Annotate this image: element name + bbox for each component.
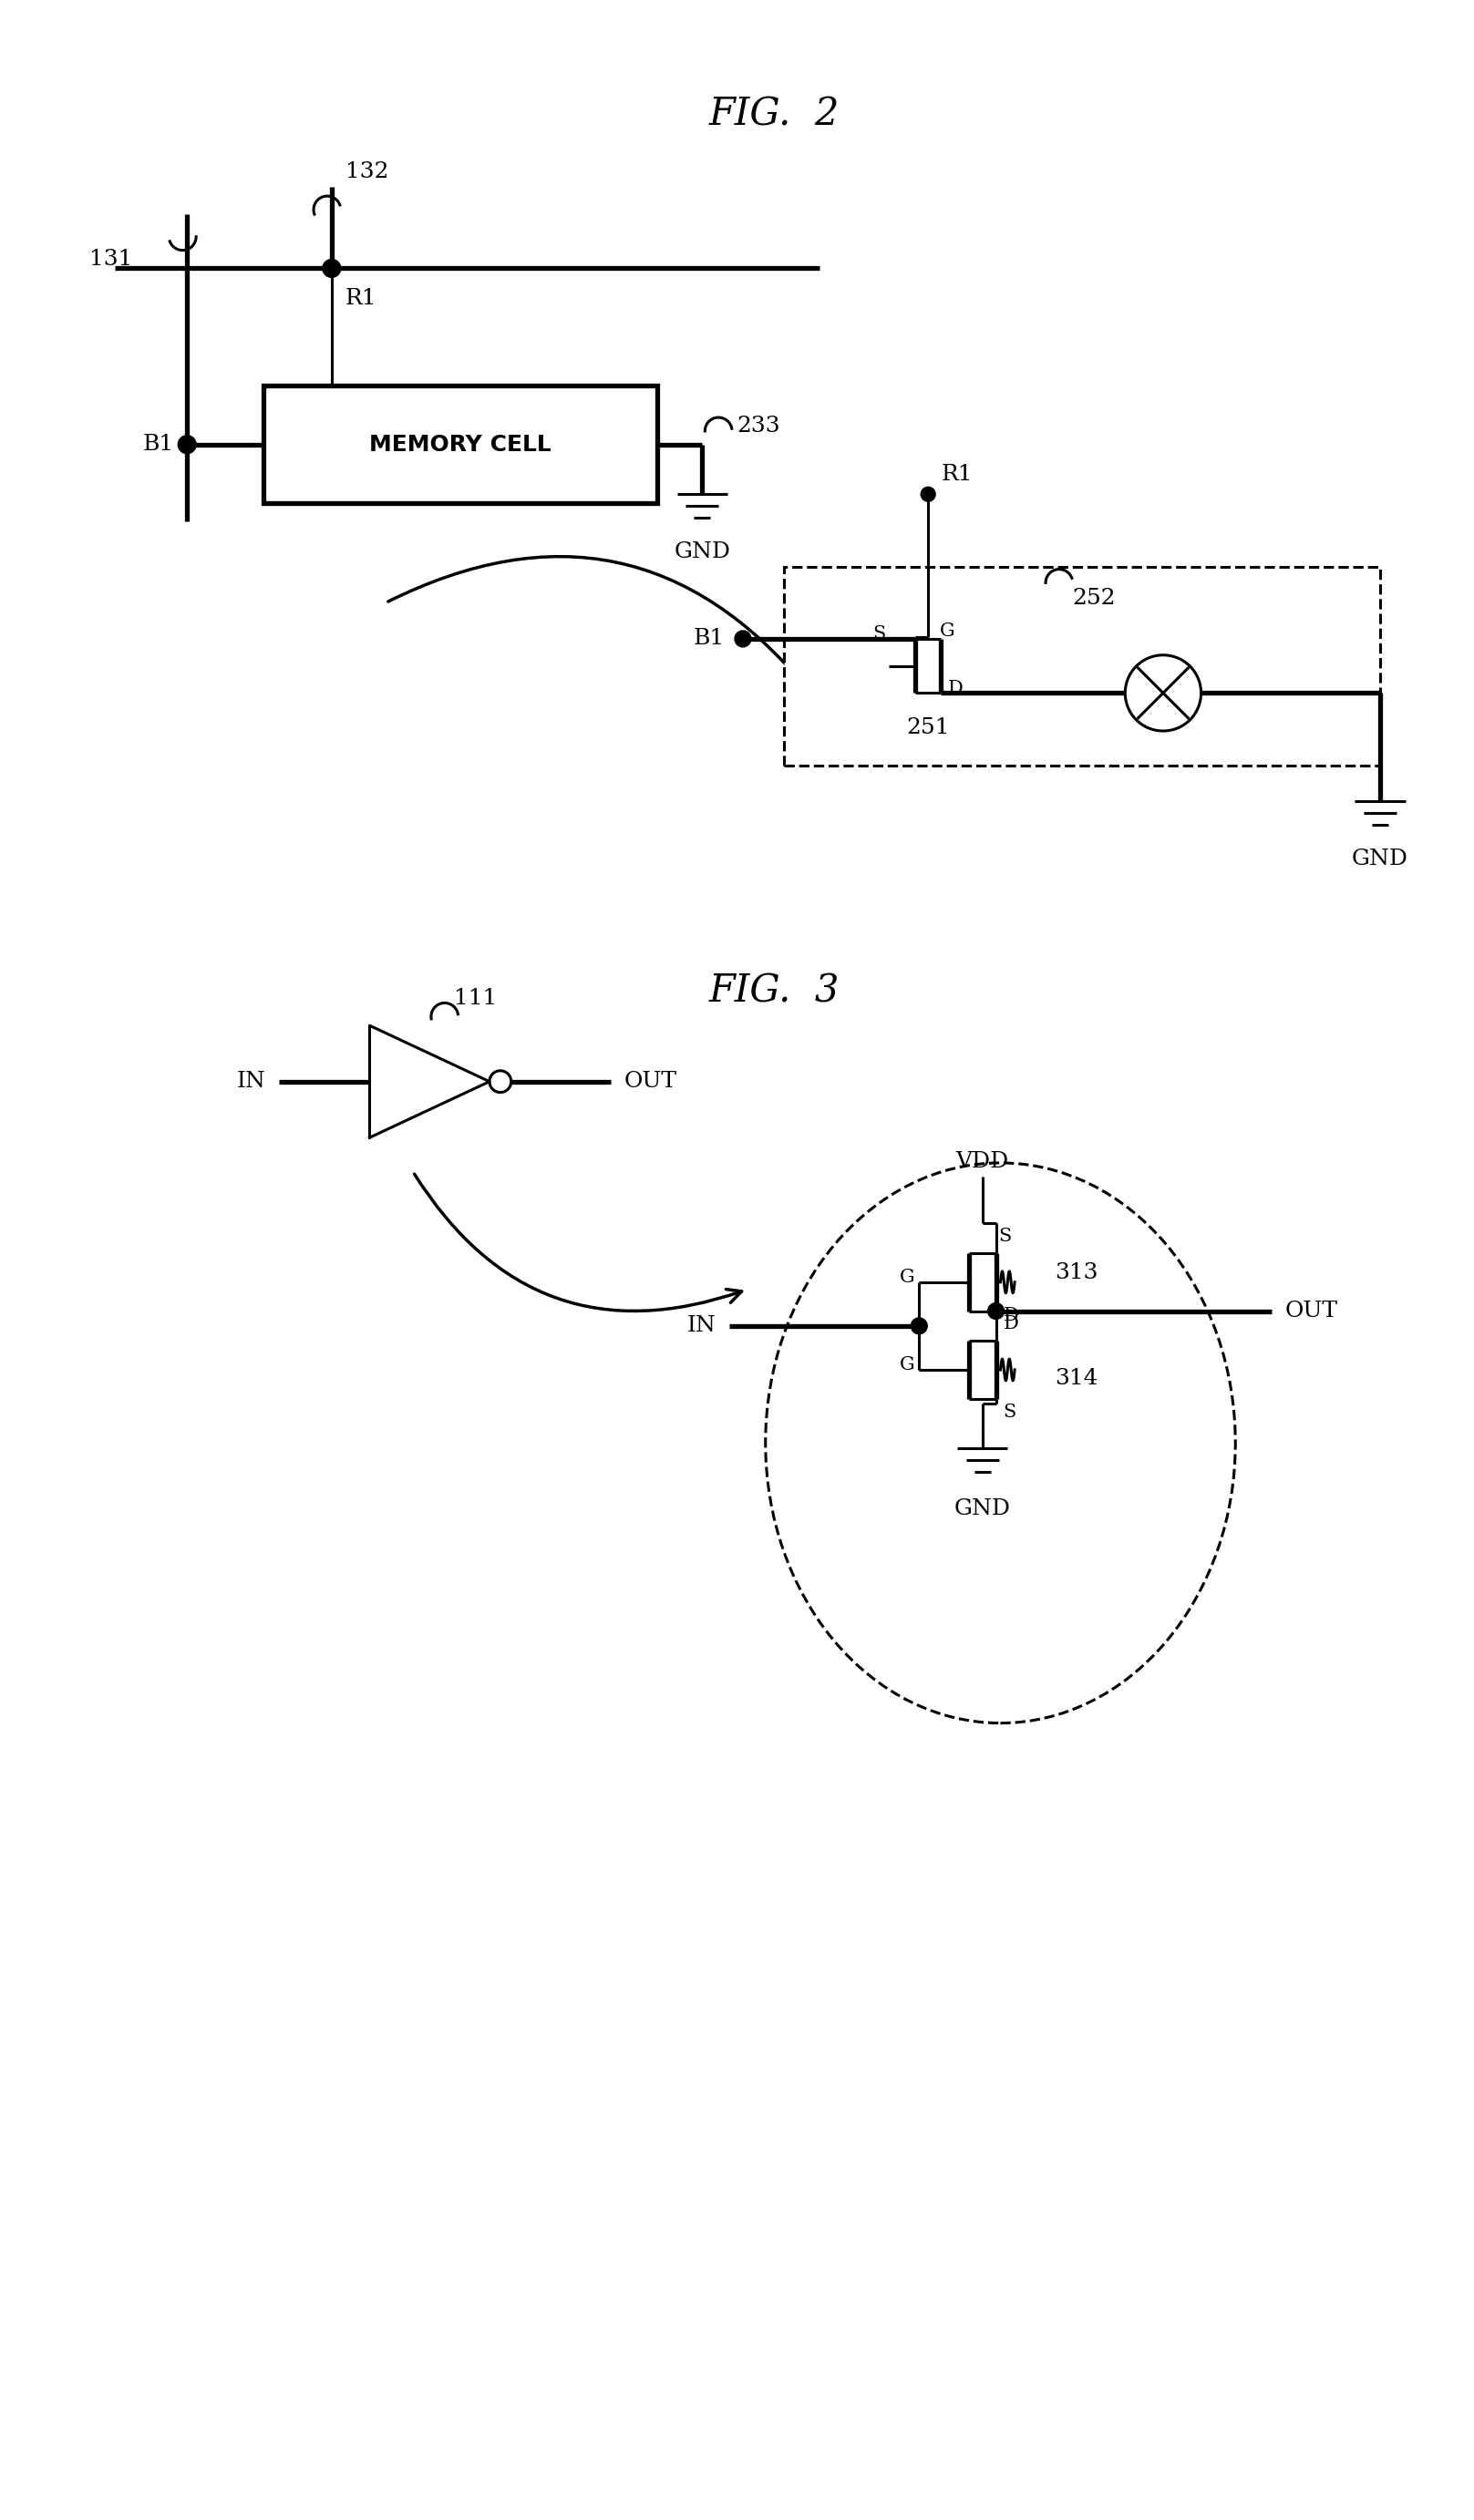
Circle shape (1125, 655, 1201, 731)
Circle shape (921, 486, 936, 501)
Text: R1: R1 (942, 464, 973, 486)
Text: S: S (998, 1227, 1011, 1245)
Text: B1: B1 (694, 627, 725, 650)
Circle shape (734, 630, 752, 648)
Text: 314: 314 (1055, 1368, 1098, 1389)
Text: 233: 233 (737, 416, 780, 436)
Text: D: D (1004, 1315, 1019, 1333)
Text: MEMORY CELL: MEMORY CELL (370, 433, 551, 456)
FancyArrowPatch shape (388, 557, 806, 688)
Text: B1: B1 (143, 433, 174, 456)
Circle shape (911, 1318, 927, 1333)
Text: G: G (899, 1270, 914, 1285)
Text: GND: GND (1352, 849, 1408, 869)
Text: VDD: VDD (955, 1152, 1008, 1172)
Text: IN: IN (237, 1071, 265, 1091)
Text: 252: 252 (1073, 587, 1116, 610)
Text: 111: 111 (454, 988, 497, 1008)
Text: IN: IN (687, 1315, 716, 1336)
Text: G: G (899, 1356, 914, 1373)
Text: FIG.  3: FIG. 3 (709, 973, 840, 1011)
Text: D: D (1004, 1305, 1019, 1323)
Text: 313: 313 (1055, 1263, 1098, 1283)
Text: 132: 132 (345, 161, 389, 181)
Text: OUT: OUT (624, 1071, 677, 1091)
Text: OUT: OUT (1285, 1300, 1338, 1320)
Text: 251: 251 (907, 716, 949, 738)
Text: D: D (948, 680, 964, 698)
Text: GND: GND (954, 1497, 1011, 1520)
Ellipse shape (765, 1162, 1235, 1724)
Circle shape (323, 260, 340, 277)
Text: S: S (873, 625, 886, 643)
Circle shape (178, 436, 196, 454)
Text: FIG.  2: FIG. 2 (709, 96, 840, 134)
Text: GND: GND (674, 542, 731, 562)
Circle shape (489, 1071, 511, 1091)
Text: G: G (940, 622, 955, 640)
Bar (784, 567, 1380, 766)
Bar (264, 386, 657, 504)
Text: 131: 131 (90, 249, 133, 270)
Text: S: S (1004, 1404, 1016, 1421)
FancyArrowPatch shape (414, 1174, 741, 1310)
Text: R1: R1 (345, 287, 377, 310)
Circle shape (988, 1303, 1004, 1318)
